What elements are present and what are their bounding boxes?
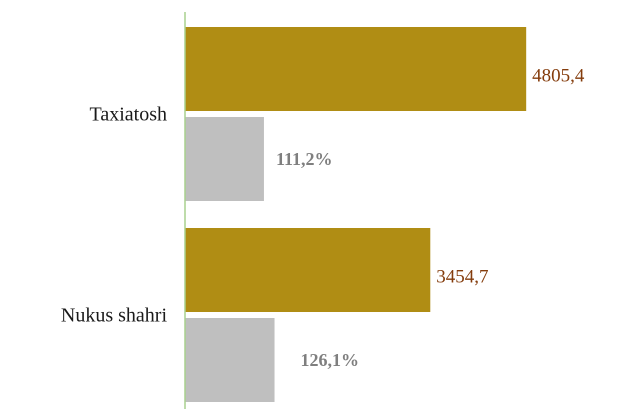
bar (185, 27, 527, 111)
value-label: 3454,7 (436, 266, 488, 287)
category-label: Taxiatosh (90, 104, 167, 126)
category-label: Nukus shahri (61, 305, 168, 327)
bar (185, 228, 431, 312)
value-label: 126,1% (301, 350, 360, 370)
bar (185, 117, 264, 201)
value-label: 4805,4 (532, 65, 585, 86)
value-label: 111,2% (276, 149, 333, 169)
bar (185, 318, 275, 402)
